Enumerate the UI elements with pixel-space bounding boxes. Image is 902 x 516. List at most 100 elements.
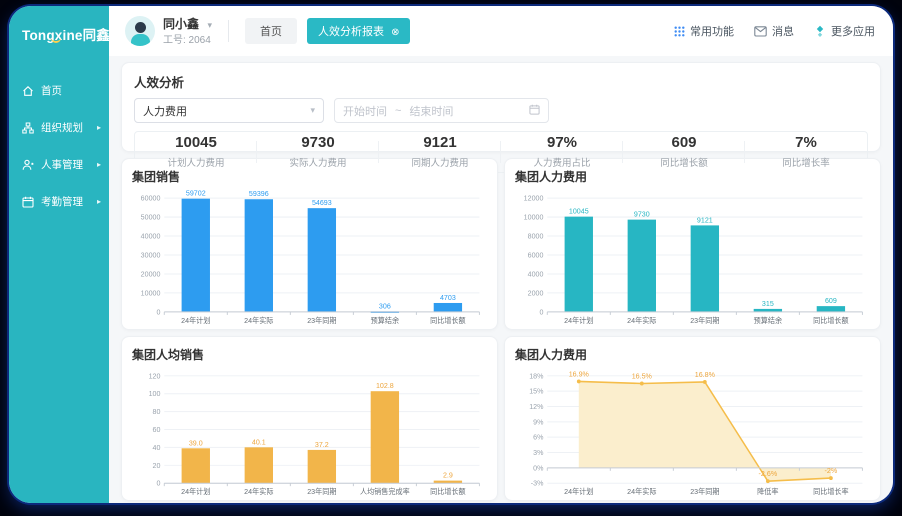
- svg-text:2000: 2000: [528, 288, 544, 297]
- sidebar-item-label: 首页: [41, 85, 62, 97]
- svg-text:10000: 10000: [524, 212, 544, 221]
- svg-text:30000: 30000: [141, 250, 161, 259]
- sidebar: Tongxine同鑫 首页 组织规划 ▸ 人事管理 ▸ 考勤管理 ▸: [9, 6, 110, 503]
- hr-cost-rate-line-chart: -3% 0% 3% 6% 9% 12% 15% 18% 16.9% 16.5% 16.8% -2.6%…: [529, 369, 863, 496]
- filter-row: 人力费用 ▾ 开始时间 ~ 结束时间: [134, 98, 868, 123]
- app-window: Tongxine同鑫 首页 组织规划 ▸ 人事管理 ▸ 考勤管理 ▸: [9, 6, 893, 503]
- svg-text:39.0: 39.0: [189, 438, 203, 447]
- svg-text:24年实际: 24年实际: [627, 487, 656, 496]
- svg-text:120: 120: [149, 371, 161, 380]
- calendar-icon: [529, 104, 540, 118]
- svg-text:16.9%: 16.9%: [569, 369, 590, 378]
- tab-home[interactable]: 首页: [245, 18, 297, 44]
- calendar-icon: [22, 196, 34, 208]
- svg-text:同比增长额: 同比增长额: [813, 316, 849, 325]
- date-separator: ~: [395, 104, 402, 117]
- sidebar-item-hr-management[interactable]: 人事管理 ▸: [9, 146, 109, 183]
- svg-text:同比增长额: 同比增长额: [430, 487, 466, 496]
- svg-text:100: 100: [149, 389, 161, 398]
- metric-select-value: 人力费用: [143, 105, 187, 118]
- svg-text:609: 609: [825, 296, 837, 305]
- kpi-yoy-growth-amount: 609 同比增长额: [623, 132, 745, 172]
- kpi-yoy-growth-rate: 7% 同比增长率: [745, 132, 867, 172]
- chart-card-group-hr-cost: 集团人力费用 0 2000 4000 6000 8000 10000 12000 10045 9…: [504, 158, 881, 330]
- user-block: 同小鑫 ▾ 工号: 2064: [163, 14, 212, 48]
- svg-text:24年计划: 24年计划: [181, 316, 210, 325]
- svg-text:4000: 4000: [528, 269, 544, 278]
- date-start-placeholder: 开始时间: [343, 105, 387, 118]
- svg-text:-2%: -2%: [825, 466, 838, 475]
- date-range-input[interactable]: 开始时间 ~ 结束时间: [334, 98, 549, 123]
- svg-text:预算结余: 预算结余: [754, 316, 783, 325]
- svg-text:9%: 9%: [533, 417, 544, 426]
- kpi-hr-cost-ratio: 97% 人力费用占比: [501, 132, 623, 172]
- kpi-planned-hr-cost: 10045 计划人力费用: [135, 132, 257, 172]
- brand-logo: Tongxine同鑫: [9, 6, 110, 44]
- kpi-value: 609: [671, 134, 697, 152]
- metric-select[interactable]: 人力费用 ▾: [134, 98, 324, 123]
- svg-text:10045: 10045: [569, 206, 589, 215]
- svg-text:23年同期: 23年同期: [307, 316, 336, 325]
- section-title: 人效分析: [134, 76, 185, 90]
- svg-text:40.1: 40.1: [252, 437, 266, 446]
- sidebar-item-org-planning[interactable]: 组织规划 ▸: [9, 109, 109, 146]
- svg-text:人均销售完成率: 人均销售完成率: [360, 487, 410, 496]
- employee-id: 工号: 2064: [163, 35, 211, 47]
- svg-text:20000: 20000: [141, 269, 161, 278]
- svg-text:10000: 10000: [141, 288, 161, 297]
- close-icon[interactable]: ⊗: [391, 27, 400, 38]
- sidebar-item-home[interactable]: 首页: [9, 72, 109, 109]
- tab-label: 人效分析报表: [318, 26, 384, 38]
- svg-text:50000: 50000: [141, 212, 161, 221]
- kpi-value: 7%: [795, 134, 817, 152]
- svg-text:59396: 59396: [249, 189, 269, 198]
- common-functions-button[interactable]: 常用功能: [674, 23, 734, 39]
- chevron-right-icon: ▸: [96, 123, 101, 132]
- per-capita-sales-bar-chart: 0 20 40 60 80 100 120 39.0 40.1 37.2 102.8 2.9 24年计划…: [149, 371, 480, 496]
- svg-text:9121: 9121: [697, 215, 713, 224]
- svg-text:15%: 15%: [529, 386, 544, 395]
- svg-text:24年实际: 24年实际: [627, 316, 656, 325]
- sidebar-item-attendance[interactable]: 考勤管理 ▸: [9, 183, 109, 220]
- grid-icon: [674, 26, 685, 36]
- divider: [228, 20, 229, 42]
- svg-text:同比增长率: 同比增长率: [813, 487, 849, 496]
- chart-title: 集团销售: [132, 170, 181, 184]
- user-name[interactable]: 同小鑫: [163, 17, 200, 32]
- chevron-down-icon: ▾: [310, 105, 315, 115]
- svg-text:3%: 3%: [533, 448, 544, 457]
- tab-analysis-report-active[interactable]: 人效分析报表 ⊗: [307, 18, 411, 44]
- avatar[interactable]: [125, 16, 155, 46]
- svg-text:降低率: 降低率: [757, 487, 778, 496]
- svg-text:12%: 12%: [529, 402, 544, 411]
- svg-text:40000: 40000: [141, 231, 161, 240]
- svg-text:0: 0: [540, 307, 544, 316]
- svg-text:12000: 12000: [524, 193, 544, 202]
- svg-text:-2.6%: -2.6%: [759, 469, 778, 478]
- topbar: 同小鑫 ▾ 工号: 2064 首页 人效分析报表 ⊗ 常用功能 消息 更多应用: [109, 6, 893, 56]
- svg-text:16.8%: 16.8%: [695, 370, 716, 379]
- sidebar-item-label: 考勤管理: [41, 196, 83, 208]
- action-label: 更多应用: [831, 26, 875, 38]
- kpi-label: 计划人力费用: [167, 157, 225, 169]
- chart-card-hr-cost-rate: 集团人力费用 -3% 0% 3% 6% 9% 12% 15% 18% 16.9% 16.5% 16.…: [504, 336, 881, 501]
- kpi-label: 人力费用占比: [533, 157, 591, 169]
- date-end-placeholder: 结束时间: [409, 105, 454, 118]
- kpi-value: 10045: [175, 134, 217, 152]
- kpi-value: 9121: [423, 134, 457, 152]
- svg-text:24年计划: 24年计划: [564, 316, 593, 325]
- more-apps-button[interactable]: 更多应用: [814, 23, 875, 39]
- avatar-body: [131, 34, 150, 46]
- messages-button[interactable]: 消息: [754, 23, 794, 39]
- brand-smile-accent: [51, 38, 61, 43]
- svg-text:9730: 9730: [634, 209, 650, 218]
- svg-text:同比增长额: 同比增长额: [430, 316, 466, 325]
- org-chart-icon: [22, 122, 34, 133]
- kpi-label: 实际人力费用: [289, 157, 347, 169]
- svg-text:0: 0: [157, 307, 161, 316]
- kpi-same-period-hr-cost: 9121 同期人力费用: [379, 132, 501, 172]
- svg-text:24年实际: 24年实际: [244, 487, 273, 496]
- chevron-down-icon[interactable]: ▾: [207, 20, 212, 31]
- svg-text:80: 80: [153, 407, 161, 416]
- diamond-icon: [816, 25, 824, 37]
